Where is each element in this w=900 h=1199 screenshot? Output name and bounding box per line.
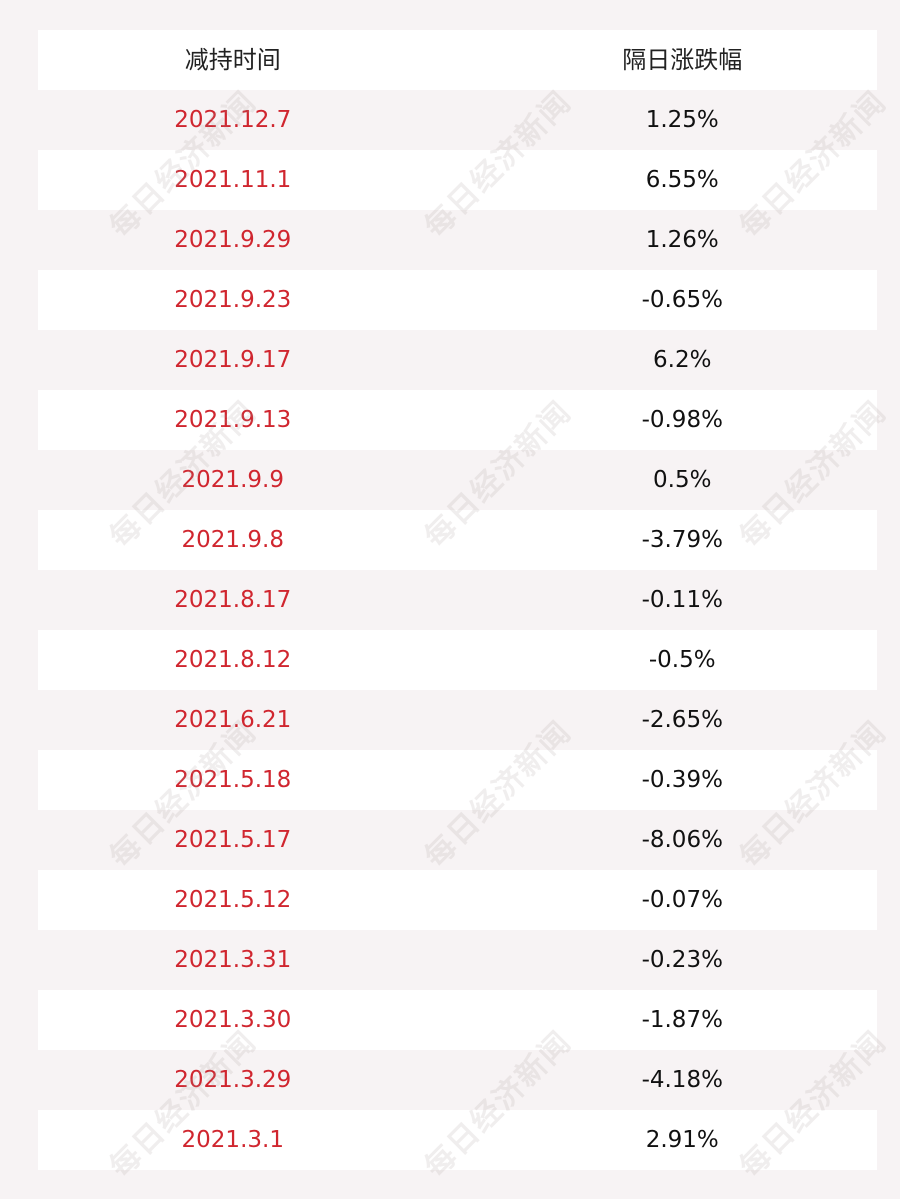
table-row: 2021.9.8 -3.79% bbox=[38, 510, 877, 570]
change-cell: -0.65% bbox=[641, 287, 723, 313]
date-cell: 2021.3.1 bbox=[181, 1127, 284, 1153]
date-cell: 2021.5.18 bbox=[174, 767, 292, 793]
date-cell: 2021.3.30 bbox=[174, 1007, 292, 1033]
table-row: 2021.9.23 -0.65% bbox=[38, 270, 877, 330]
table-row: 2021.3.1 2.91% bbox=[38, 1110, 877, 1170]
table-row: 2021.5.18 -0.39% bbox=[38, 750, 877, 810]
date-cell: 2021.9.17 bbox=[174, 347, 292, 373]
table-row: 2021.3.30 -1.87% bbox=[38, 990, 877, 1050]
date-cell: 2021.3.29 bbox=[174, 1067, 292, 1093]
table-header-row: 减持时间 隔日涨跌幅 bbox=[38, 30, 877, 90]
change-cell: 0.5% bbox=[653, 467, 712, 493]
change-cell: 1.25% bbox=[645, 107, 719, 133]
change-cell: -3.79% bbox=[641, 527, 723, 553]
change-cell: -2.65% bbox=[641, 707, 723, 733]
date-cell: 2021.3.31 bbox=[174, 947, 292, 973]
table-row: 2021.12.7 1.25% bbox=[38, 90, 877, 150]
table-body: 2021.12.7 1.25% 2021.11.1 6.55% 2021.9.29 1.2… bbox=[38, 90, 877, 1170]
date-cell: 2021.5.12 bbox=[174, 887, 292, 913]
table-row: 2021.5.17 -8.06% bbox=[38, 810, 877, 870]
date-cell: 2021.5.17 bbox=[174, 827, 292, 853]
change-cell: 6.55% bbox=[645, 167, 719, 193]
date-cell: 2021.9.9 bbox=[181, 467, 284, 493]
date-cell: 2021.11.1 bbox=[174, 167, 292, 193]
change-cell: 2.91% bbox=[645, 1127, 719, 1153]
table-row: 2021.3.29 -4.18% bbox=[38, 1050, 877, 1110]
table-row: 2021.8.12 -0.5% bbox=[38, 630, 877, 690]
change-cell: -8.06% bbox=[641, 827, 723, 853]
table-row: 2021.3.31 -0.23% bbox=[38, 930, 877, 990]
table-row: 2021.6.21 -2.65% bbox=[38, 690, 877, 750]
reduction-table: 减持时间 隔日涨跌幅 2021.12.7 1.25% 2021.11.1 6.55% 2… bbox=[38, 30, 877, 1170]
date-cell: 2021.12.7 bbox=[174, 107, 292, 133]
change-cell: -0.98% bbox=[641, 407, 723, 433]
change-cell: -0.07% bbox=[641, 887, 723, 913]
date-cell: 2021.9.8 bbox=[181, 527, 284, 553]
header-change: 隔日涨跌幅 bbox=[622, 46, 743, 74]
change-cell: 1.26% bbox=[645, 227, 719, 253]
table-row: 2021.9.13 -0.98% bbox=[38, 390, 877, 450]
change-cell: 6.2% bbox=[653, 347, 712, 373]
header-date: 减持时间 bbox=[184, 46, 281, 74]
date-cell: 2021.9.29 bbox=[174, 227, 292, 253]
change-cell: -0.5% bbox=[648, 647, 716, 673]
date-cell: 2021.6.21 bbox=[174, 707, 292, 733]
table-row: 2021.8.17 -0.11% bbox=[38, 570, 877, 630]
change-cell: -1.87% bbox=[641, 1007, 723, 1033]
date-cell: 2021.9.13 bbox=[174, 407, 292, 433]
change-cell: -0.39% bbox=[641, 767, 723, 793]
table-row: 2021.9.17 6.2% bbox=[38, 330, 877, 390]
change-cell: -4.18% bbox=[641, 1067, 723, 1093]
table-row: 2021.5.12 -0.07% bbox=[38, 870, 877, 930]
date-cell: 2021.9.23 bbox=[174, 287, 292, 313]
table-row: 2021.11.1 6.55% bbox=[38, 150, 877, 210]
date-cell: 2021.8.12 bbox=[174, 647, 292, 673]
table-row: 2021.9.29 1.26% bbox=[38, 210, 877, 270]
table-row: 2021.9.9 0.5% bbox=[38, 450, 877, 510]
change-cell: -0.23% bbox=[641, 947, 723, 973]
change-cell: -0.11% bbox=[641, 587, 723, 613]
date-cell: 2021.8.17 bbox=[174, 587, 292, 613]
